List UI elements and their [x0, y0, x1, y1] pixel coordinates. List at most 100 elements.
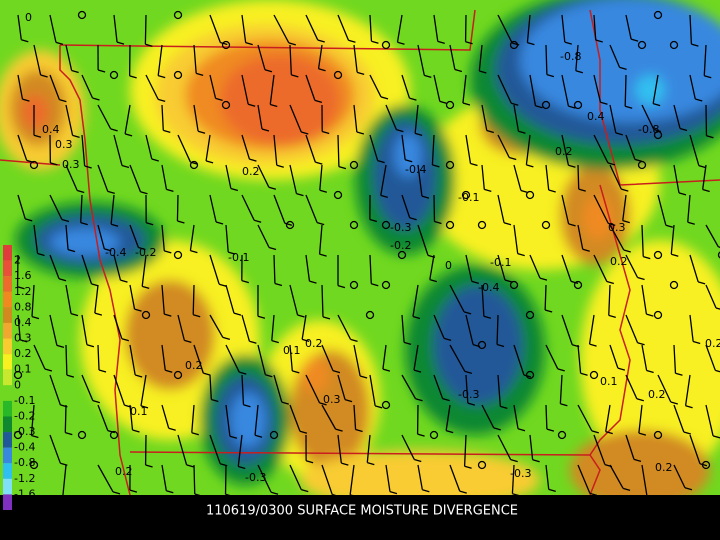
barb-flag: [65, 432, 73, 436]
barb-flag: [704, 75, 712, 79]
barb: [369, 134, 379, 161]
barb: [33, 224, 39, 254]
barb-flag: [546, 73, 555, 78]
barb-flag: [253, 219, 262, 223]
barb-flag: [568, 164, 576, 168]
barb: [705, 284, 717, 309]
legend-swatch: [3, 307, 12, 323]
barb-flag: [684, 487, 693, 491]
barb: [638, 404, 643, 434]
barb: [513, 224, 519, 254]
barb: [237, 434, 243, 467]
barb-flag: [503, 222, 512, 226]
barb: [80, 194, 83, 223]
barb-flag: [652, 103, 661, 107]
barb: [401, 74, 411, 99]
barb: [684, 374, 691, 406]
barb-flag: [403, 341, 412, 345]
barb: [449, 464, 461, 492]
barb-flag: [560, 403, 568, 407]
calm-marker: [445, 220, 455, 230]
barb-flag: [580, 372, 588, 376]
contour-label: -0.4: [478, 281, 499, 294]
barb-flag: [382, 368, 391, 372]
barb: [161, 164, 168, 190]
barb: [157, 44, 163, 76]
barb: [525, 134, 531, 165]
legend-label: -0.2: [14, 409, 35, 422]
barb-flag: [414, 132, 423, 137]
barb: [369, 14, 373, 42]
barb: [401, 314, 405, 343]
barb-flag: [319, 402, 327, 406]
barb: [64, 404, 67, 433]
barb-flag: [98, 369, 107, 373]
barb: [65, 44, 73, 71]
barb: [241, 374, 245, 405]
barb: [687, 194, 691, 223]
contour-label: 0.2: [242, 165, 260, 178]
barb-flag: [568, 105, 576, 109]
barb: [401, 194, 411, 218]
calm-marker: [381, 280, 391, 290]
barb: [366, 434, 371, 463]
barb: [380, 164, 387, 196]
barb-flag: [274, 282, 283, 287]
barb: [465, 134, 472, 164]
contour-label: -0.8: [560, 50, 581, 63]
barb-flag: [116, 41, 125, 45]
calm-marker: [173, 10, 183, 20]
barb: [401, 434, 415, 460]
barb: [161, 464, 167, 491]
contour-label: 0.3: [608, 221, 626, 234]
barb-flag: [464, 370, 473, 375]
barb-flag: [292, 370, 300, 374]
barb: [652, 74, 659, 104]
barb: [624, 74, 627, 107]
barb: [577, 224, 584, 250]
calm-marker: [445, 160, 455, 170]
barb: [465, 254, 473, 282]
barb-flag: [335, 428, 343, 432]
barb-flag: [685, 405, 693, 409]
barb-flag: [184, 339, 192, 344]
barb-flag: [58, 278, 67, 282]
barb-flag: [605, 430, 613, 435]
barb: [559, 374, 563, 404]
barb-flag: [44, 368, 53, 372]
legend-swatch: [3, 494, 12, 510]
barb: [593, 14, 597, 41]
wind-barbs: [13, 10, 720, 495]
barb: [209, 254, 220, 285]
barb-flag: [338, 166, 347, 170]
barb: [625, 374, 638, 399]
calm-marker: [221, 100, 231, 110]
legend-swatch: [3, 400, 12, 417]
barb: [193, 44, 197, 74]
barb-flag: [145, 43, 153, 47]
barb-flag: [546, 428, 555, 432]
barb: [49, 74, 60, 100]
barb-flag: [517, 428, 526, 432]
calm-marker: [365, 310, 375, 320]
barb-flag: [66, 374, 75, 378]
barb: [49, 14, 57, 43]
barb-flag: [442, 398, 450, 402]
barb-flag: [124, 133, 133, 137]
barb-flag: [163, 129, 171, 133]
barb: [369, 74, 382, 98]
barb-flag: [168, 427, 176, 431]
barb: [497, 14, 513, 44]
barb-flag: [633, 458, 642, 462]
barb: [209, 74, 217, 99]
barb: [321, 284, 324, 317]
contour-label: 0.1: [600, 375, 618, 388]
barb: [689, 434, 701, 464]
barb-flag: [332, 370, 341, 374]
barb: [529, 74, 537, 106]
legend-swatch: [3, 276, 12, 292]
legend-label: 2: [14, 254, 21, 267]
barb: [513, 104, 520, 132]
barb: [497, 74, 512, 104]
barb: [463, 434, 467, 467]
